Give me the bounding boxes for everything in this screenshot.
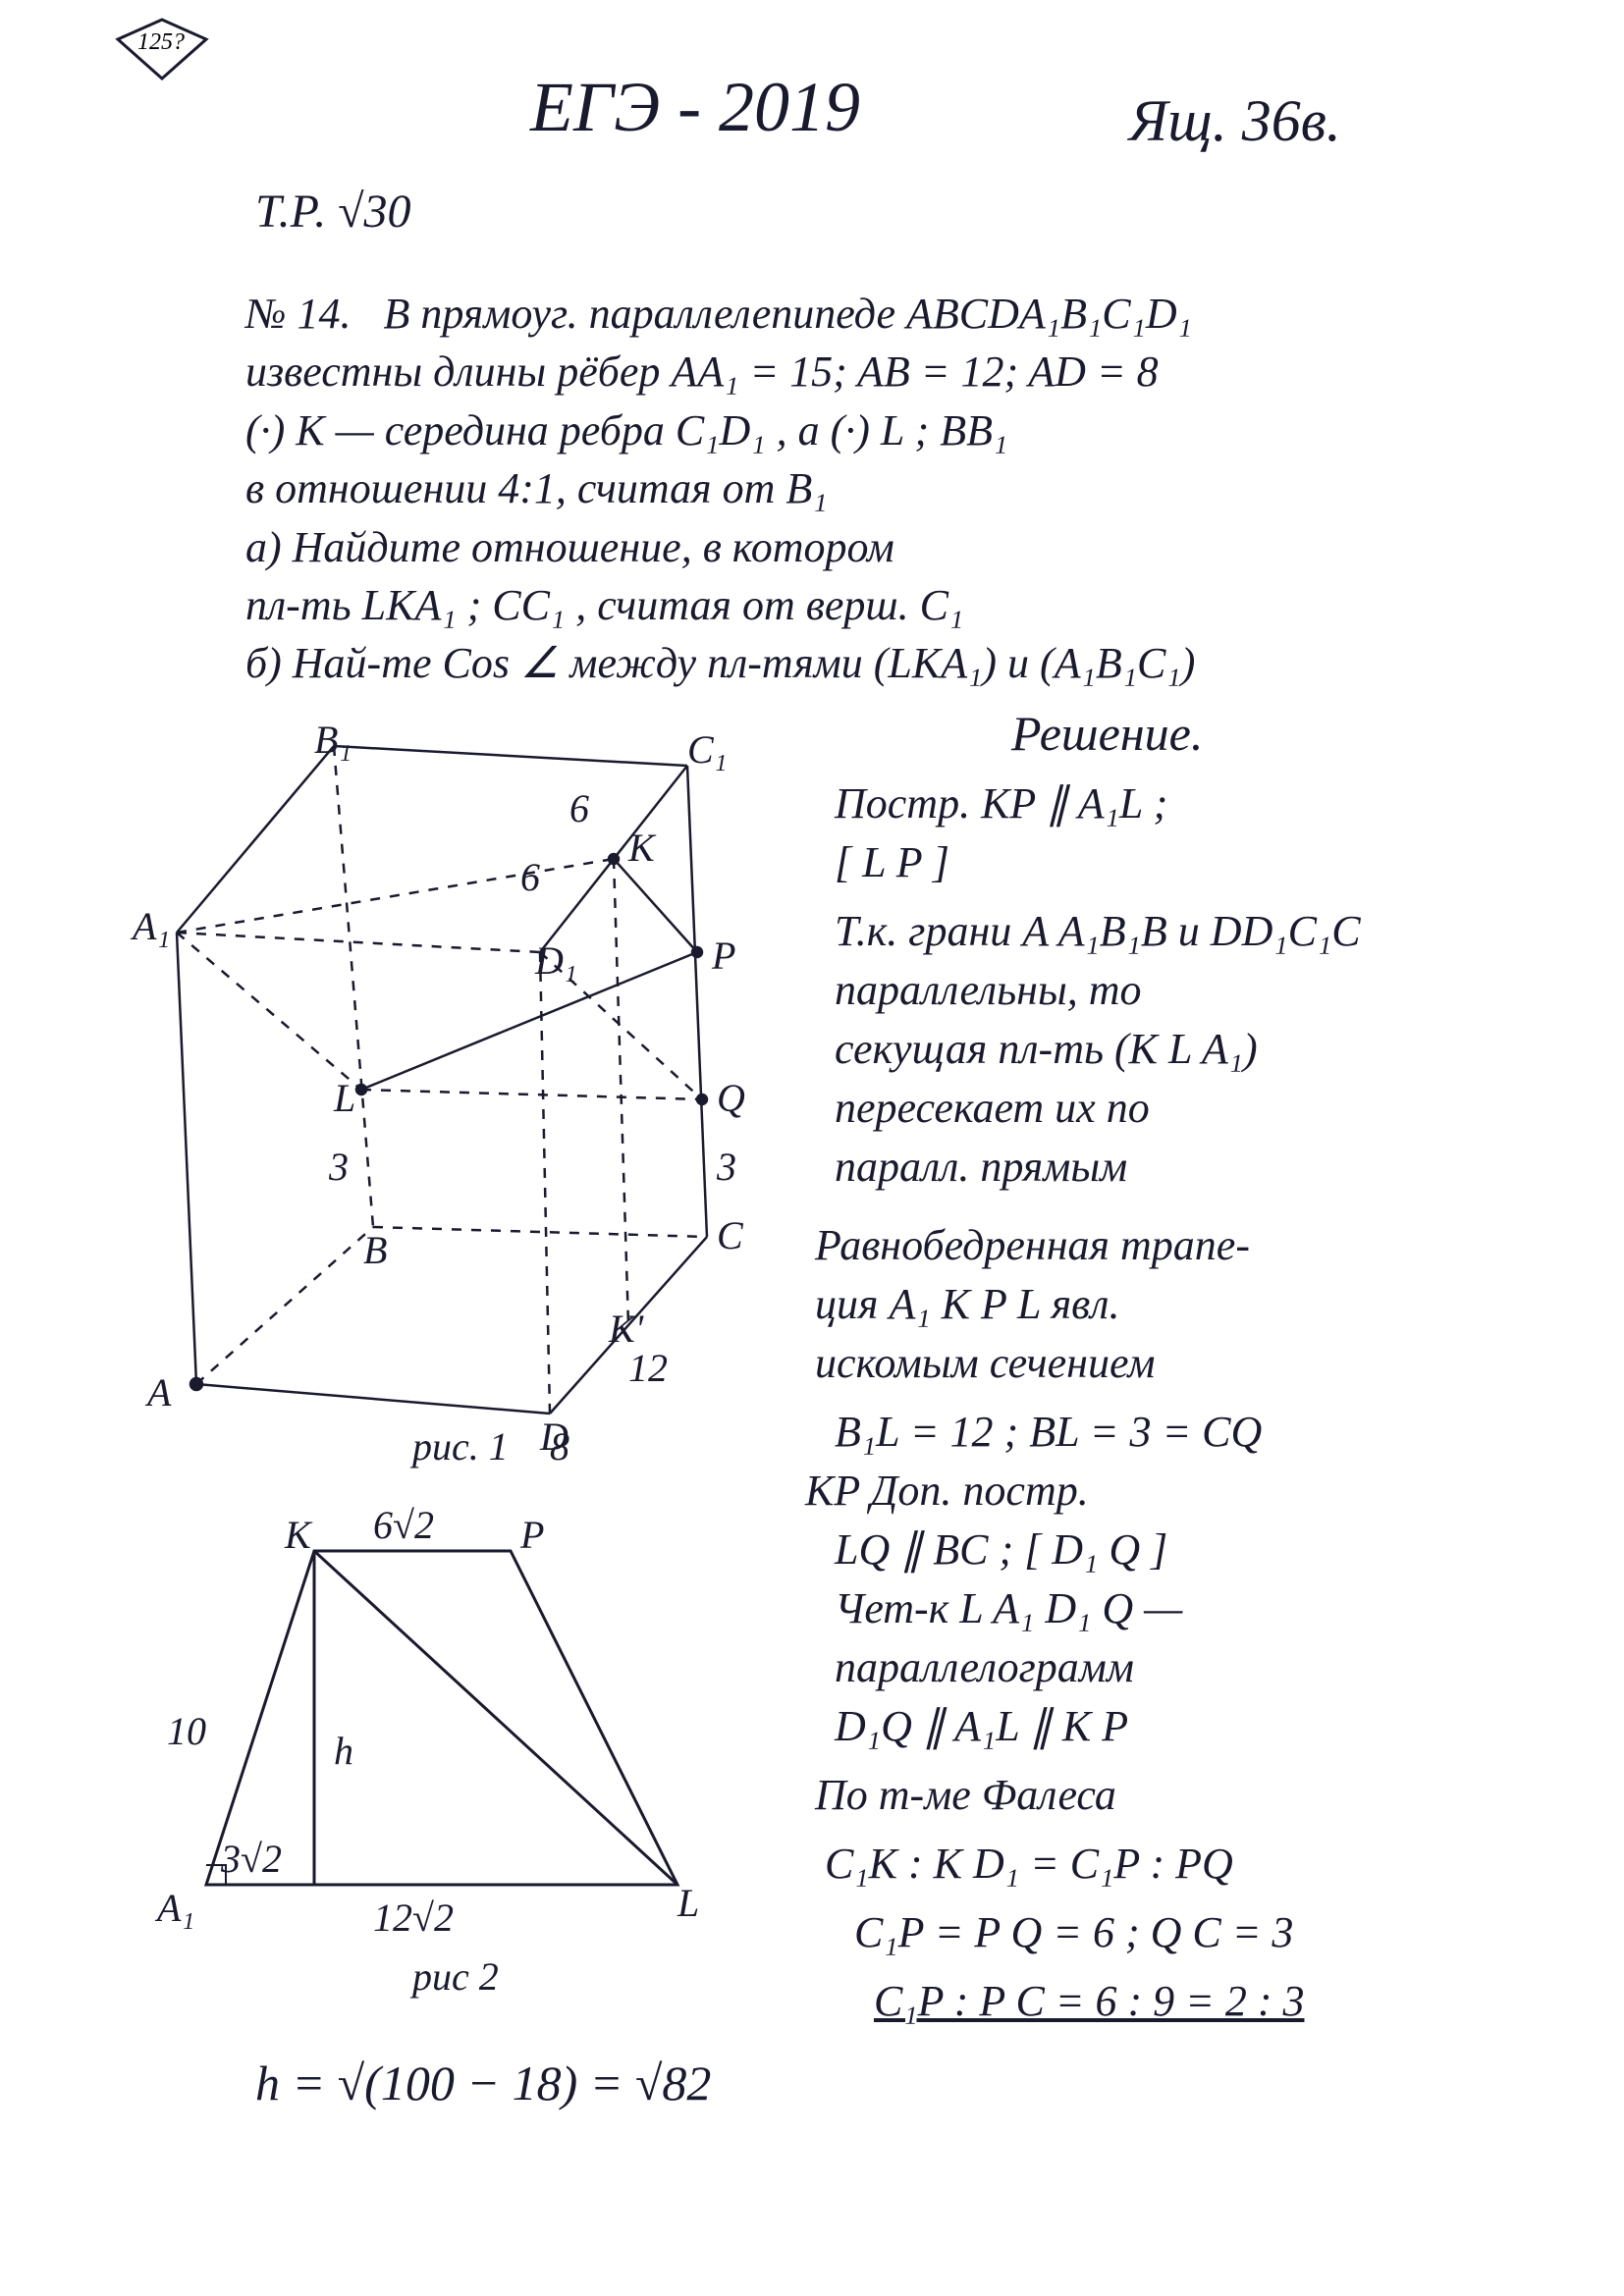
lbl-A1: A₁ bbox=[133, 903, 170, 949]
sol-line-14: Чет-к L A₁ D₁ Q — bbox=[835, 1580, 1581, 1636]
lbl-e3b: 3 bbox=[717, 1144, 736, 1190]
problem-num: № 14. bbox=[245, 290, 352, 338]
sol-line-6: пересекает их по bbox=[835, 1080, 1581, 1136]
figure-1 bbox=[118, 707, 805, 1472]
lbl-e8: 8 bbox=[550, 1423, 569, 1469]
sol-line-3: Т.к. грани A A₁B₁B и DD₁C₁C bbox=[835, 903, 1581, 959]
problem-text: № 14. В прямоуг. параллелепипеде ABCDA₁B… bbox=[245, 285, 1542, 693]
title-main: ЕГЭ - 2019 bbox=[530, 69, 860, 146]
f2-A1L: 12√2 bbox=[373, 1895, 454, 1941]
sol-line-20: C₁P : P C = 6 : 9 = 2 : 3 bbox=[874, 1973, 1620, 2029]
problem-l1: В прямоуг. параллелепипеде ABCDA₁B₁C₁D₁ bbox=[384, 290, 1192, 338]
lbl-e6b: 6 bbox=[520, 854, 540, 900]
lbl-L: L bbox=[334, 1075, 355, 1121]
problem-l7: б) Най-те Cos ∠ между пл-тями (LKA₁) и (… bbox=[245, 639, 1195, 687]
sol-line-8: Равнобедренная трапе- bbox=[815, 1217, 1561, 1273]
f2-A1: A₁ bbox=[157, 1885, 194, 1931]
lbl-Q: Q bbox=[717, 1075, 745, 1121]
f2-foot: 3√2 bbox=[221, 1836, 282, 1882]
sol-line-12: KP Доп. постр. bbox=[805, 1463, 1551, 1519]
fig1-caption: рис. 1 bbox=[412, 1423, 509, 1469]
sol-line-1: Постр. KP ∥ A₁L ; bbox=[835, 775, 1581, 831]
f2-KA1: 10 bbox=[167, 1708, 206, 1754]
page: 125? ЕГЭ - 2019 Ящ. 36в. Т.Р. √30 № 14. … bbox=[0, 0, 1624, 2296]
sol-line-15: параллелограмм bbox=[835, 1639, 1581, 1695]
sol-line-18: C₁K : K D₁ = C₁P : PQ bbox=[825, 1836, 1571, 1892]
problem-l4: в отношении 4:1, считая от B₁ bbox=[245, 464, 828, 512]
lbl-A: A bbox=[147, 1369, 171, 1415]
sol-line-16: D₁Q ∥ A₁L ∥ K P bbox=[835, 1698, 1581, 1754]
f2-h: h bbox=[334, 1728, 353, 1774]
svg-text:125?: 125? bbox=[137, 29, 185, 55]
sol-line-5: секущая пл-ть (K L A₁) bbox=[835, 1021, 1581, 1077]
sol-line-11: B₁L = 12 ; BL = 3 = CQ bbox=[835, 1404, 1581, 1460]
lbl-e3a: 3 bbox=[329, 1144, 349, 1190]
solution-title: Решение. bbox=[1011, 707, 1203, 761]
sol-line-7: паралл. прямым bbox=[835, 1139, 1581, 1195]
sol-line-4: параллельны, то bbox=[835, 962, 1581, 1018]
sol-line-2: [ L P ] bbox=[835, 834, 1581, 890]
sol-line-17: По т-ме Фалеса bbox=[815, 1767, 1561, 1823]
sol-line-13: LQ ∥ BC ; [ D₁ Q ] bbox=[835, 1522, 1581, 1577]
lbl-P: P bbox=[712, 933, 735, 979]
problem-l5: а) Найдите отношение, в котором bbox=[245, 523, 894, 571]
lbl-D1: D₁ bbox=[535, 937, 577, 984]
problem-l2: известны длины рёбер AA₁ = 15; AB = 12; … bbox=[245, 347, 1159, 396]
title-right: Ящ. 36в. bbox=[1129, 88, 1341, 153]
fig2-caption: рис 2 bbox=[412, 1953, 499, 2000]
lbl-e6a: 6 bbox=[569, 785, 589, 831]
figure-2 bbox=[147, 1492, 756, 1963]
f2-KP: 6√2 bbox=[373, 1502, 434, 1548]
lbl-e12: 12 bbox=[628, 1345, 668, 1391]
title-tp: Т.Р. √30 bbox=[255, 187, 411, 239]
lbl-B: B bbox=[363, 1227, 387, 1273]
lbl-K: K bbox=[628, 825, 655, 871]
sol-line-21: h = √(100 − 18) = √82 bbox=[255, 2052, 1001, 2115]
sol-line-9: ция A₁ K P L явл. bbox=[815, 1276, 1561, 1332]
f2-P: P bbox=[520, 1512, 544, 1558]
problem-l6: пл-ть LKA₁ ; CC₁ , считая от верш. C₁ bbox=[245, 581, 963, 629]
corner-mark: 125? bbox=[108, 10, 216, 88]
sol-line-10: искомым сечением bbox=[815, 1335, 1561, 1391]
lbl-C1: C₁ bbox=[687, 726, 728, 773]
problem-l3: (·) K — середина ребра C₁D₁ , а (·) L ; … bbox=[245, 406, 1007, 454]
f2-K: K bbox=[285, 1512, 311, 1558]
lbl-C: C bbox=[717, 1212, 743, 1258]
lbl-B1: B₁ bbox=[314, 717, 352, 763]
f2-L: L bbox=[677, 1880, 699, 1926]
sol-line-19: C₁P = P Q = 6 ; Q C = 3 bbox=[854, 1904, 1600, 1960]
